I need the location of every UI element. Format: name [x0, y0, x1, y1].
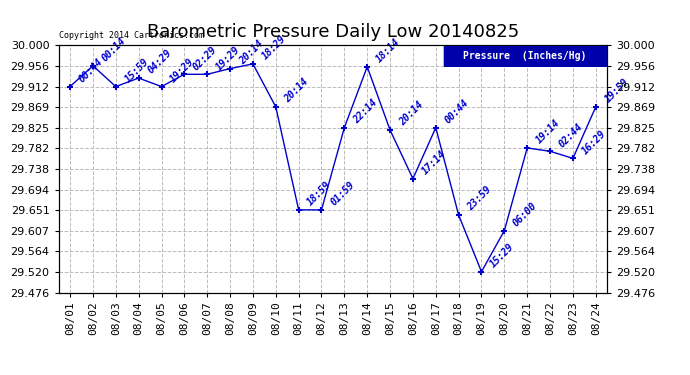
Text: 00:14: 00:14: [100, 36, 128, 64]
Text: 19:14: 19:14: [534, 118, 562, 146]
Text: 18:14: 18:14: [374, 37, 402, 64]
Text: Copyright 2014 Cartronics.com: Copyright 2014 Cartronics.com: [59, 31, 204, 40]
Text: 18:59: 18:59: [306, 180, 333, 208]
Title: Barometric Pressure Daily Low 20140825: Barometric Pressure Daily Low 20140825: [147, 22, 519, 40]
Text: 16:29: 16:29: [580, 128, 608, 156]
Text: 22:14: 22:14: [351, 98, 379, 126]
Text: 02:44: 02:44: [557, 121, 585, 149]
Text: 19:29: 19:29: [214, 44, 242, 72]
Text: 01:59: 01:59: [328, 180, 356, 208]
Text: 00:44: 00:44: [77, 57, 105, 84]
Text: 04:29: 04:29: [146, 48, 173, 76]
Text: 18:29: 18:29: [260, 34, 288, 62]
Text: 20:14: 20:14: [397, 100, 425, 128]
Text: 19:29: 19:29: [168, 57, 196, 84]
Text: 19:59: 19:59: [603, 77, 631, 105]
Text: 20:14: 20:14: [237, 39, 265, 66]
Text: 02:29: 02:29: [191, 44, 219, 72]
Text: 15:59: 15:59: [123, 57, 150, 84]
Text: 15:29: 15:29: [489, 242, 516, 270]
Text: 20:14: 20:14: [283, 77, 310, 105]
Text: 06:00: 06:00: [511, 201, 539, 228]
Text: 23:59: 23:59: [466, 185, 493, 213]
Text: 17:14: 17:14: [420, 148, 448, 177]
Text: 00:44: 00:44: [443, 98, 471, 126]
